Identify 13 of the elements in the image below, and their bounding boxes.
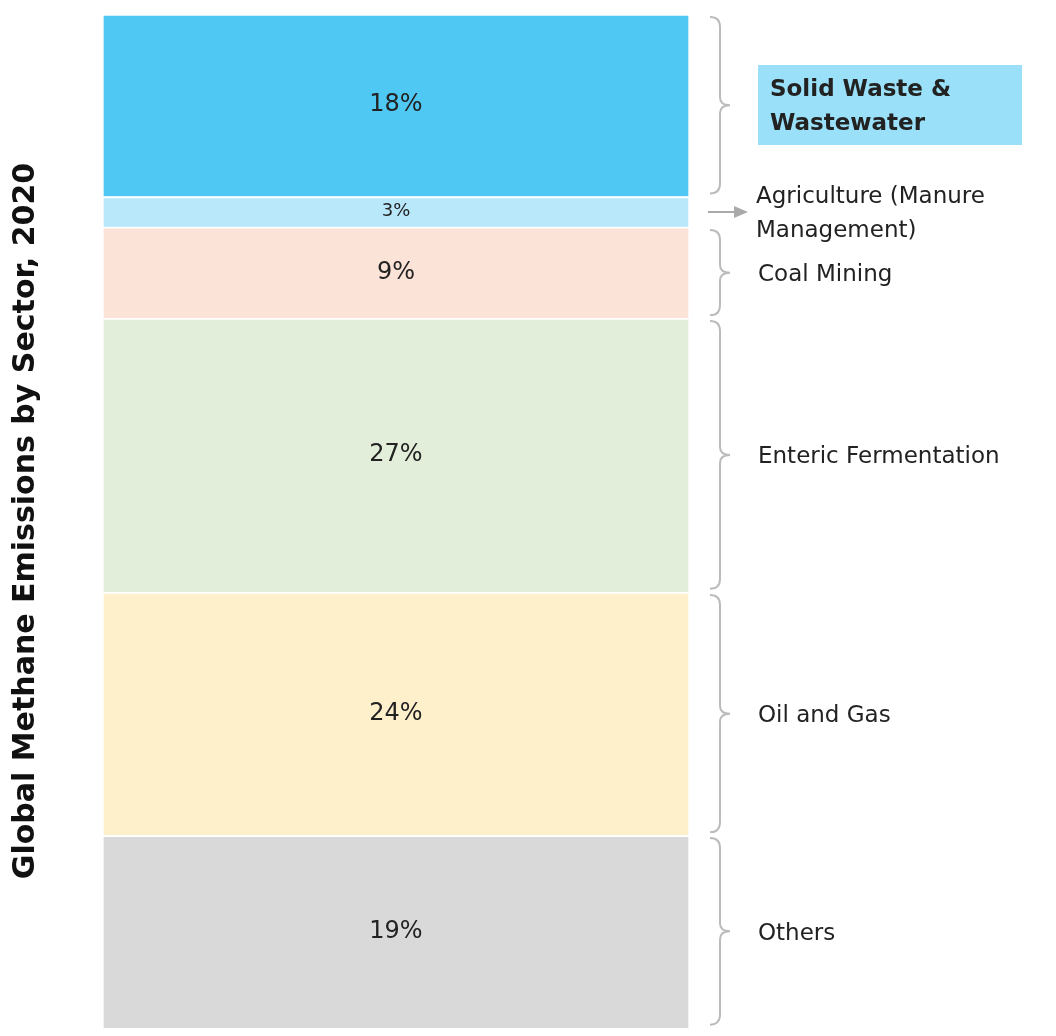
data-label: 24% (369, 697, 423, 726)
text: Oil and Gas (758, 699, 892, 729)
text: Others (758, 917, 837, 947)
data-label: 19% (369, 915, 423, 944)
text: Agriculture (Manure Management) (756, 180, 986, 244)
data-label: 9% (376, 256, 416, 285)
data-label: 27% (369, 439, 423, 468)
y-axis-title: Global Methane Emissions by Sector, 2020 (5, 162, 41, 880)
text: Solid Waste & Wastewater (758, 65, 1022, 146)
data-label: 3% (381, 199, 411, 221)
text: Enteric Fermentation (758, 441, 1001, 471)
text: Coal Mining (758, 258, 894, 288)
data-label: 18% (369, 89, 423, 118)
